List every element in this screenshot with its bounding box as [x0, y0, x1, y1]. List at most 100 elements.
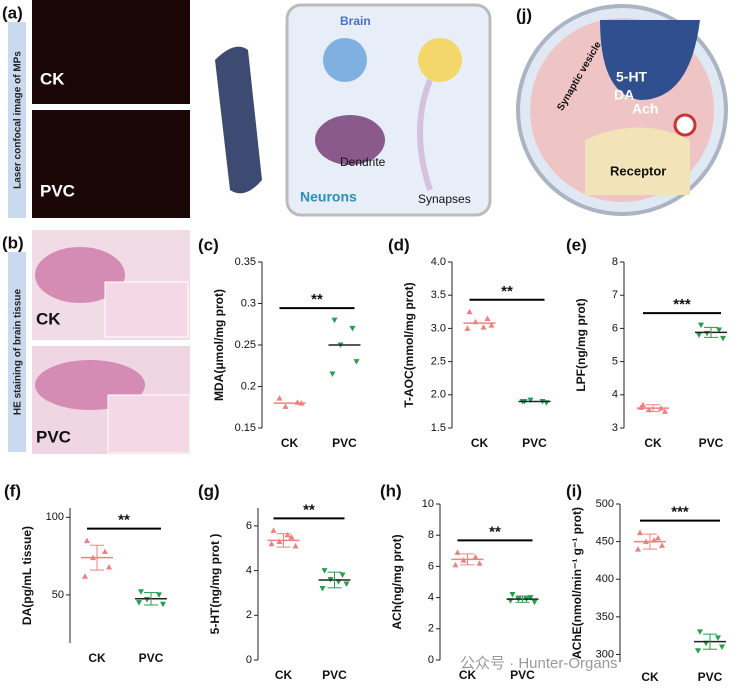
- x-tick-label: PVC: [332, 436, 357, 450]
- point: [339, 572, 346, 579]
- panel-label: (b): [2, 233, 24, 252]
- image-label: PVC: [40, 181, 75, 200]
- y-tick-label: 400: [596, 573, 614, 585]
- panel-label: (d): [388, 235, 410, 254]
- point: [509, 591, 516, 598]
- j-label: DA: [614, 87, 634, 103]
- x-tick-label: CK: [281, 436, 299, 450]
- x-tick-label: CK: [275, 668, 293, 682]
- y-tick-label: 8: [612, 256, 618, 268]
- y-tick-label: 4.0: [431, 256, 446, 268]
- y-tick-label: 0.2: [241, 380, 256, 392]
- y-tick-label: 4: [246, 564, 252, 576]
- y-tick-label: 6: [246, 520, 252, 532]
- significance: **: [489, 523, 501, 540]
- he-inset: [107, 394, 191, 454]
- point: [635, 546, 641, 552]
- panel-label: (i): [566, 481, 582, 500]
- x-tick-label: PVC: [522, 436, 547, 450]
- image-label: CK: [36, 309, 61, 328]
- y-tick-label: 1.5: [431, 422, 446, 434]
- neuron: [323, 38, 367, 82]
- point: [531, 599, 538, 606]
- point: [454, 549, 461, 555]
- point: [349, 325, 356, 332]
- point: [138, 589, 144, 595]
- significance: **: [501, 283, 513, 300]
- significance: ***: [673, 296, 691, 313]
- dendrite: [417, 78, 433, 191]
- point: [353, 359, 360, 365]
- point: [655, 534, 661, 541]
- y-axis-label: MDA(μmol/mg prot): [212, 289, 226, 401]
- j-label: Receptor: [610, 163, 666, 178]
- y-tick-label: 6: [428, 560, 434, 572]
- postsynapse: [585, 127, 690, 195]
- x-tick-label: CK: [459, 668, 477, 682]
- y-tick-label: 4: [428, 592, 434, 604]
- point: [102, 548, 108, 554]
- y-tick-label: 0: [246, 654, 252, 666]
- y-tick-label: 0: [428, 654, 434, 666]
- point: [160, 601, 166, 608]
- box-label: Neurons: [300, 189, 357, 205]
- y-tick-label: 300: [596, 648, 614, 660]
- y-axis-label: 5-HT(ng/mg prot ): [208, 534, 222, 635]
- point: [695, 648, 701, 654]
- y-tick-label: 2: [246, 609, 252, 621]
- tissue: [35, 247, 125, 303]
- side-bar: [8, 252, 26, 452]
- fish: [215, 46, 262, 194]
- y-axis-label: LPF(ng/mg prot): [574, 298, 588, 391]
- panel-label: (e): [566, 235, 587, 254]
- point: [488, 322, 495, 328]
- vesicle: [673, 113, 697, 137]
- y-tick-label: 4: [612, 389, 618, 401]
- confocal-image: [32, 110, 190, 218]
- x-tick-label: PVC: [699, 436, 724, 450]
- point: [476, 560, 483, 566]
- j-label: Ach: [632, 101, 658, 117]
- point: [696, 332, 702, 339]
- point: [156, 592, 162, 598]
- y-axis-label: T-AOC(mmol/mg prot): [402, 282, 416, 407]
- point: [662, 408, 668, 414]
- x-tick-label: CK: [641, 670, 659, 684]
- point: [464, 325, 471, 331]
- y-tick-label: 3: [612, 422, 618, 434]
- panel-label: (g): [198, 481, 220, 500]
- side-bar: [8, 22, 26, 218]
- x-tick-label: PVC: [698, 670, 723, 684]
- he-inset: [104, 281, 189, 338]
- point: [716, 327, 722, 334]
- y-tick-label: 0.35: [235, 256, 256, 268]
- y-tick-label: 350: [596, 611, 614, 623]
- x-tick-label: CK: [644, 436, 662, 450]
- significance: ***: [671, 504, 689, 521]
- y-tick-label: 8: [428, 529, 434, 541]
- point: [637, 529, 643, 536]
- point: [292, 543, 299, 549]
- neuron-box: [285, 3, 492, 217]
- y-axis-label: ACh(ng/mg prot): [390, 534, 404, 629]
- y-tick-label: 5: [612, 356, 618, 368]
- y-tick-label: 50: [52, 589, 64, 601]
- watermark: 公众号 · Hunter-Organs: [460, 655, 618, 672]
- point: [484, 315, 491, 321]
- y-tick-label: 0.25: [235, 339, 256, 351]
- point: [343, 581, 350, 587]
- y-tick-label: 100: [46, 511, 64, 523]
- y-tick-label: 6: [612, 322, 618, 334]
- point: [472, 554, 479, 560]
- y-tick-label: 7: [612, 289, 618, 301]
- y-tick-label: 3.5: [431, 289, 446, 301]
- y-axis-label: AChE(nmol/min⁻¹ g⁻¹ prot): [570, 507, 584, 659]
- significance: **: [303, 501, 315, 518]
- point: [144, 597, 150, 603]
- box-label: Dendrite: [340, 155, 386, 169]
- y-tick-label: 2: [428, 623, 434, 635]
- point: [715, 635, 721, 641]
- y-tick-label: 0.3: [241, 297, 256, 309]
- panel-label: (h): [380, 481, 402, 500]
